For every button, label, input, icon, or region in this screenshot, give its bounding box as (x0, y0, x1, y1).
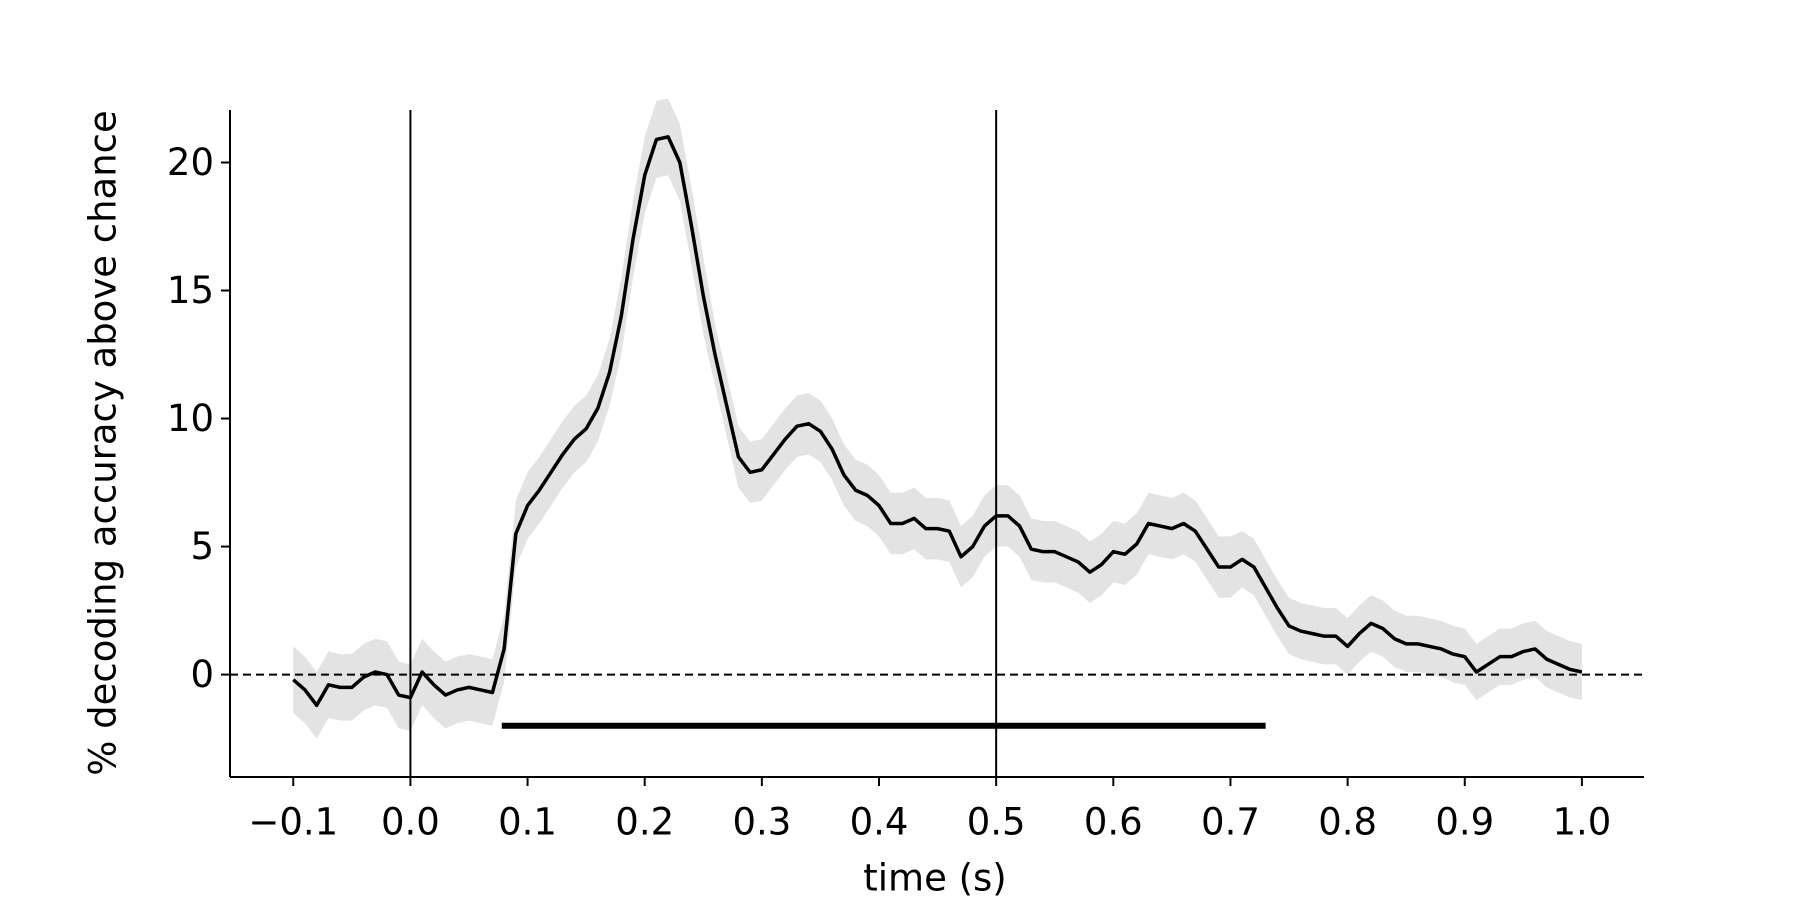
y-tick-label: 10 (167, 397, 214, 440)
x-tick-label: 1.0 (1552, 801, 1611, 844)
y-axis-label: % decoding accuracy above chance (82, 110, 125, 776)
x-tick-label: 0.4 (850, 801, 909, 844)
mean-line (292, 135, 1583, 708)
x-tick-label: 0.2 (615, 801, 674, 844)
y-tick-label: 5 (190, 525, 214, 568)
x-axis-label: time (s) (863, 857, 1007, 900)
error-band (293, 98, 1582, 739)
x-tick-label: 0.3 (732, 801, 791, 844)
x-tick-label: 0.6 (1084, 801, 1143, 844)
x-tick-label: 0.9 (1435, 801, 1494, 844)
y-tick-label: 0 (190, 653, 214, 696)
x-tick-label: −0.1 (248, 801, 338, 844)
x-tick-label: 0.7 (1201, 801, 1260, 844)
y-tick-label: 20 (167, 141, 214, 184)
x-tick-label: 0.1 (498, 801, 557, 844)
x-tick-label: 0.5 (967, 801, 1026, 844)
y-tick-label: 15 (167, 269, 214, 312)
x-tick-label: 0.0 (381, 801, 440, 844)
x-tick-label: 0.8 (1318, 801, 1377, 844)
